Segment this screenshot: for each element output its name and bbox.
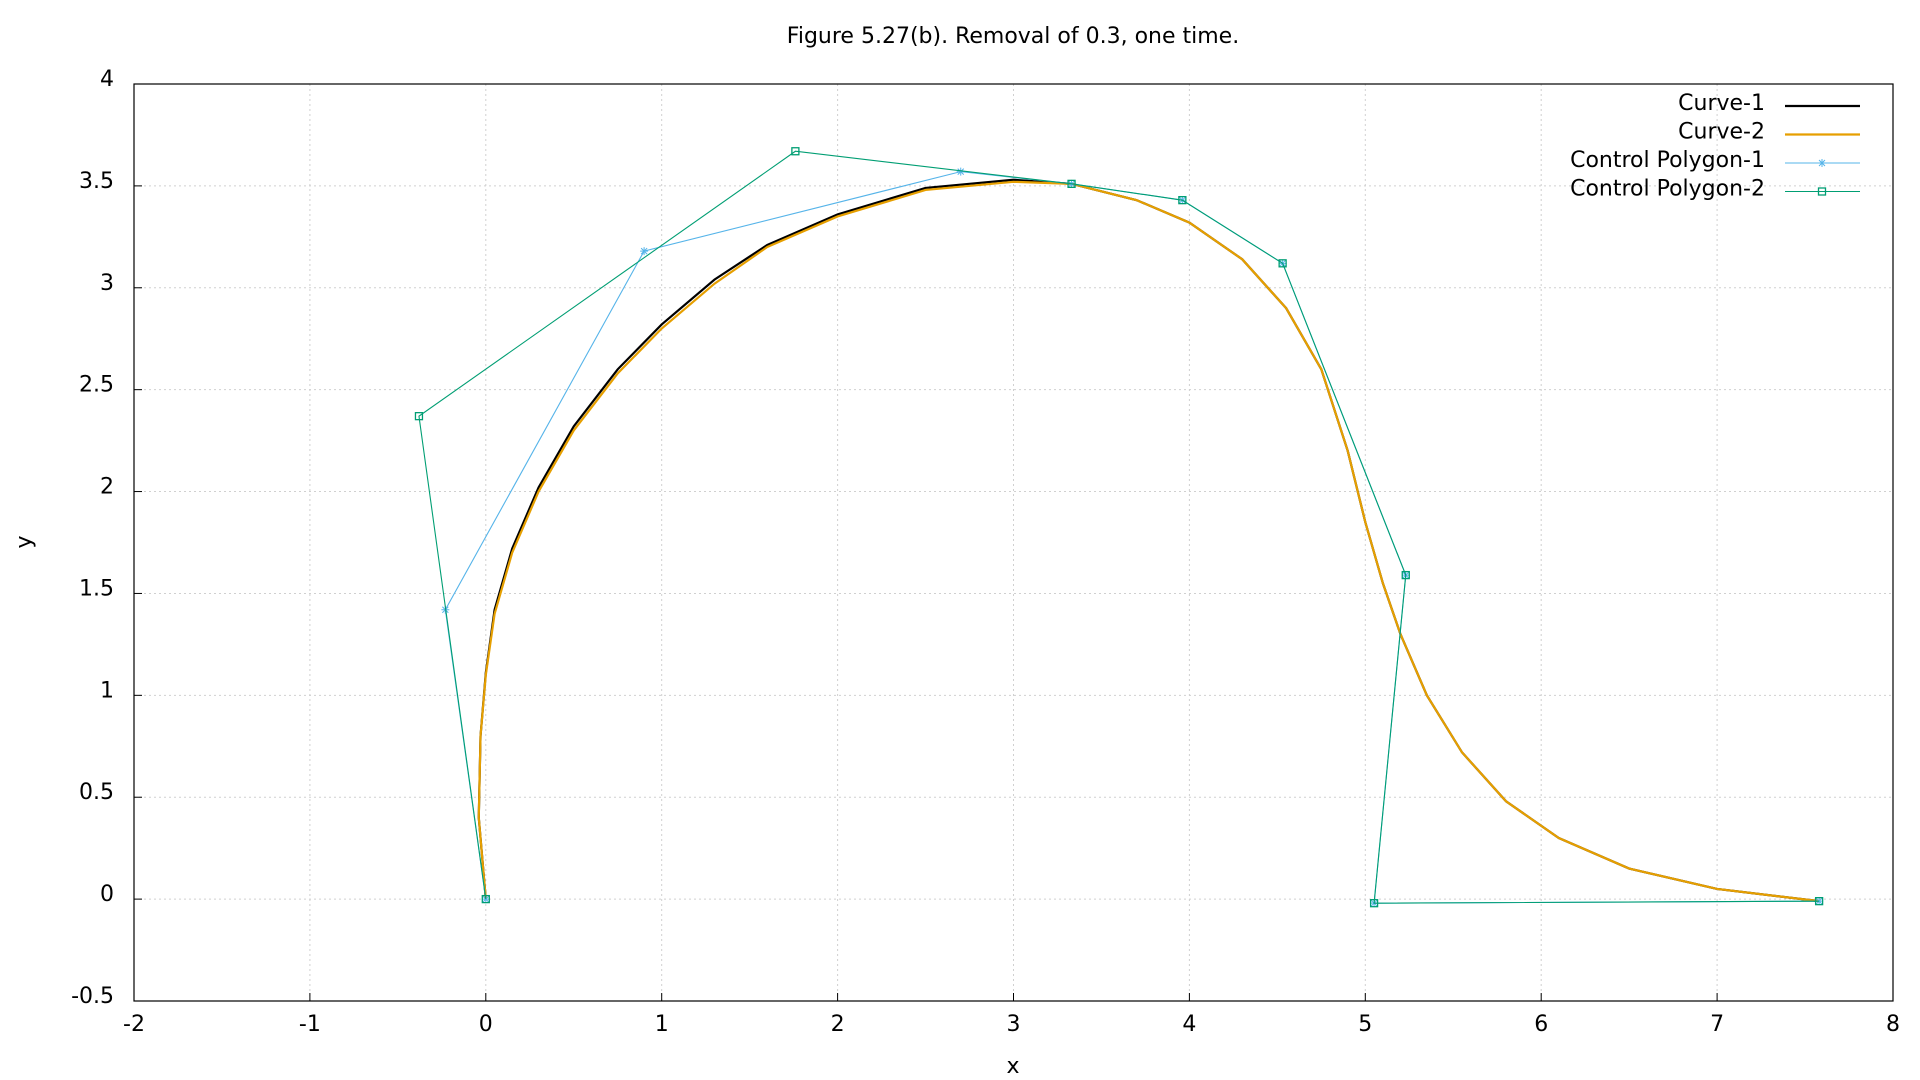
marker — [481, 894, 490, 904]
marker — [1178, 196, 1187, 205]
x-tick-label: 3 — [1007, 1012, 1021, 1037]
marker — [1814, 896, 1824, 906]
marker — [1067, 179, 1076, 189]
x-tick-label: 7 — [1710, 1012, 1724, 1037]
marker — [1401, 570, 1410, 580]
y-tick-label: 1 — [100, 678, 114, 703]
x-tick-label: 4 — [1182, 1012, 1196, 1037]
x-tick-label: 8 — [1886, 1012, 1900, 1037]
marker — [1818, 159, 1826, 167]
marker — [791, 147, 800, 156]
marker — [640, 247, 649, 256]
legend-label: Curve-1 — [1678, 91, 1765, 116]
y-tick-label: 0.5 — [79, 780, 114, 805]
y-tick-label: 1.5 — [79, 576, 114, 601]
y-tick-label: 3 — [100, 271, 114, 296]
x-tick-label: 5 — [1358, 1012, 1372, 1037]
y-tick-label: 3.5 — [79, 169, 114, 194]
legend-label: Control Polygon-2 — [1570, 177, 1765, 202]
series-line — [418, 150, 1820, 904]
legend-label: Curve-2 — [1678, 120, 1765, 145]
x-tick-label: 1 — [655, 1012, 669, 1037]
y-tick-label: 2 — [100, 475, 114, 500]
marker — [1369, 899, 1379, 908]
marker — [414, 412, 424, 421]
x-tick-label: -1 — [299, 1012, 321, 1037]
x-axis-label: x — [1006, 1054, 1019, 1079]
x-tick-label: 2 — [831, 1012, 845, 1037]
y-tick-label: -0.5 — [71, 984, 114, 1009]
x-tick-label: 0 — [479, 1012, 493, 1037]
marker — [1817, 187, 1827, 196]
plot-frame — [133, 83, 1894, 1002]
y-axis-label: y — [12, 535, 37, 548]
marker — [1278, 259, 1287, 268]
y-tick-label: 2.5 — [79, 373, 114, 398]
y-tick-label: 0 — [100, 882, 114, 907]
x-tick-label: -2 — [123, 1012, 145, 1037]
series-line — [477, 180, 1820, 903]
y-tick-label: 4 — [100, 67, 114, 92]
chart-title: Figure 5.27(b). Removal of 0.3, one time… — [787, 24, 1239, 49]
marker — [956, 167, 965, 176]
series-line — [444, 171, 1820, 904]
x-tick-label: 6 — [1534, 1012, 1548, 1037]
legend-label: Control Polygon-1 — [1570, 148, 1765, 173]
